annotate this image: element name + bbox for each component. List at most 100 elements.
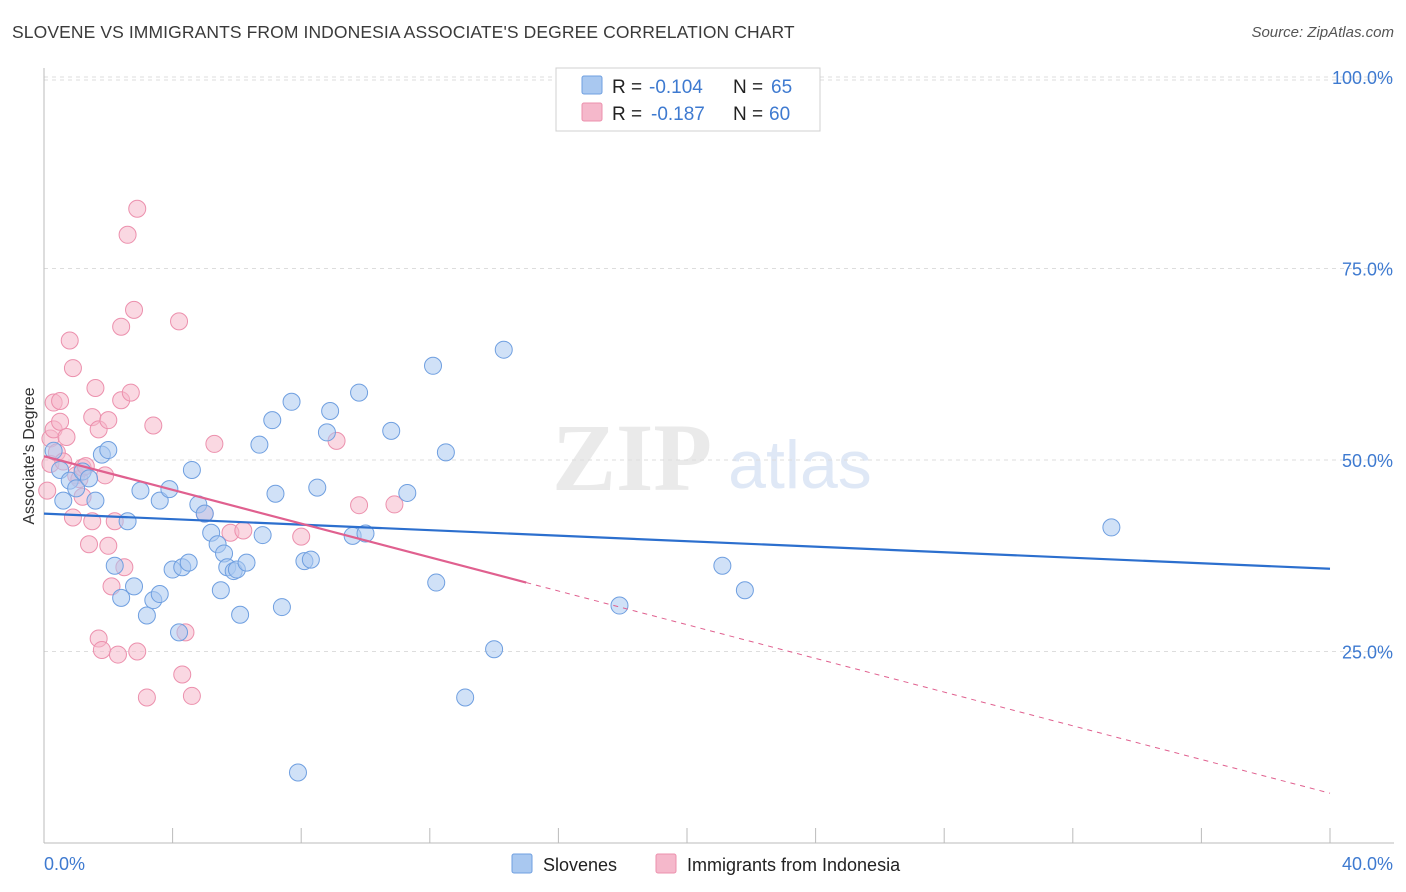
- point-slovenes: [237, 553, 256, 572]
- point-slovenes: [211, 581, 230, 600]
- legend-n-label-1: N =: [733, 77, 763, 98]
- data-points: [38, 199, 1121, 782]
- trend-line-indonesia: [43, 455, 527, 584]
- point-slovenes: [308, 478, 327, 497]
- point-slovenes: [86, 491, 105, 510]
- legend-n-label-2: N =: [733, 104, 763, 125]
- chart-title: SLOVENE VS IMMIGRANTS FROM INDONESIA ASS…: [12, 22, 795, 42]
- point-slovenes: [301, 550, 320, 569]
- point-indonesia: [173, 665, 192, 684]
- point-slovenes: [436, 443, 455, 462]
- point-indonesia: [205, 434, 224, 453]
- bottom-legend-swatch-slovenes: [511, 853, 533, 874]
- point-slovenes: [321, 401, 340, 420]
- point-slovenes: [382, 421, 401, 440]
- point-indonesia: [99, 411, 118, 430]
- point-slovenes: [125, 577, 144, 596]
- point-slovenes: [118, 512, 137, 531]
- point-slovenes: [424, 356, 443, 375]
- point-indonesia: [112, 317, 131, 336]
- point-indonesia: [137, 688, 156, 707]
- point-indonesia: [102, 577, 121, 596]
- legend-swatch-indonesia: [581, 102, 603, 122]
- point-slovenes: [713, 556, 732, 575]
- point-slovenes: [350, 383, 369, 402]
- y-tick-label: 75.0%: [1342, 260, 1393, 280]
- point-slovenes: [398, 483, 417, 502]
- point-slovenes: [150, 491, 169, 510]
- point-indonesia: [108, 645, 127, 664]
- trend-line-slovenes: [43, 512, 1331, 570]
- point-slovenes: [99, 441, 118, 460]
- point-indonesia: [60, 331, 79, 350]
- point-slovenes: [356, 524, 375, 543]
- point-slovenes: [179, 553, 198, 572]
- tick-labels: 25.0% 50.0% 75.0% 100.0% 0.0% 40.0%: [44, 68, 1393, 874]
- point-slovenes: [317, 423, 336, 442]
- y-axis-label: Associate's Degree: [21, 387, 38, 524]
- point-indonesia: [96, 466, 115, 485]
- point-slovenes: [137, 606, 156, 625]
- point-slovenes: [182, 460, 201, 479]
- point-slovenes: [112, 588, 131, 607]
- point-slovenes: [266, 484, 285, 503]
- point-slovenes: [282, 392, 301, 411]
- y-tick-label: 100.0%: [1332, 68, 1393, 88]
- point-slovenes: [263, 411, 282, 430]
- point-indonesia: [118, 225, 137, 244]
- point-slovenes: [610, 596, 629, 615]
- point-indonesia: [63, 359, 82, 378]
- legend-r-label-2: R =: [612, 104, 642, 125]
- watermark-zip: ZIP: [552, 404, 712, 511]
- trend-lines: [43, 455, 1331, 794]
- point-indonesia: [92, 640, 111, 659]
- point-slovenes: [485, 640, 504, 659]
- point-slovenes: [170, 623, 189, 642]
- legend-swatch-slovenes: [581, 75, 603, 95]
- legend-r-value-1: -0.104: [649, 77, 703, 98]
- legend-n-value-1: 65: [771, 77, 792, 98]
- point-indonesia: [121, 383, 140, 402]
- bottom-legend-label-indonesia: Immigrants from Indonesia: [687, 855, 901, 875]
- x-tick-label: 40.0%: [1342, 854, 1393, 874]
- point-slovenes: [105, 556, 124, 575]
- point-slovenes: [67, 479, 86, 498]
- legend-r-value-2: -0.187: [651, 104, 705, 125]
- bottom-legend: Slovenes Immigrants from Indonesia: [511, 853, 901, 875]
- point-slovenes: [150, 585, 169, 604]
- bottom-legend-label-slovenes: Slovenes: [543, 855, 617, 875]
- point-indonesia: [57, 428, 76, 447]
- point-indonesia: [144, 416, 163, 435]
- legend: R = -0.104 N = 65 R = -0.187 N = 60: [555, 67, 821, 132]
- point-slovenes: [253, 526, 272, 545]
- point-slovenes: [1102, 518, 1121, 537]
- point-indonesia: [292, 527, 311, 546]
- point-indonesia: [125, 300, 144, 319]
- point-indonesia: [182, 686, 201, 705]
- point-indonesia: [51, 392, 70, 411]
- point-indonesia: [63, 508, 82, 527]
- point-indonesia: [128, 199, 147, 218]
- point-indonesia: [385, 495, 404, 514]
- trend-line-indonesia-extrapolated: [526, 582, 1331, 794]
- point-slovenes: [250, 435, 269, 454]
- x-tick-label: 0.0%: [44, 854, 85, 874]
- y-tick-label: 50.0%: [1342, 451, 1393, 471]
- point-indonesia: [234, 521, 253, 540]
- point-indonesia: [128, 642, 147, 661]
- point-slovenes: [80, 469, 99, 488]
- point-slovenes: [195, 504, 214, 523]
- legend-r-label-1: R =: [612, 77, 642, 98]
- point-indonesia: [86, 378, 105, 397]
- point-indonesia: [38, 481, 57, 500]
- point-indonesia: [80, 535, 99, 554]
- point-slovenes: [131, 481, 150, 500]
- point-slovenes: [427, 573, 446, 592]
- point-indonesia: [170, 312, 189, 331]
- point-slovenes: [288, 763, 307, 782]
- point-indonesia: [83, 512, 102, 531]
- point-indonesia: [51, 412, 70, 431]
- legend-n-value-2: 60: [769, 104, 790, 125]
- point-slovenes: [494, 340, 513, 359]
